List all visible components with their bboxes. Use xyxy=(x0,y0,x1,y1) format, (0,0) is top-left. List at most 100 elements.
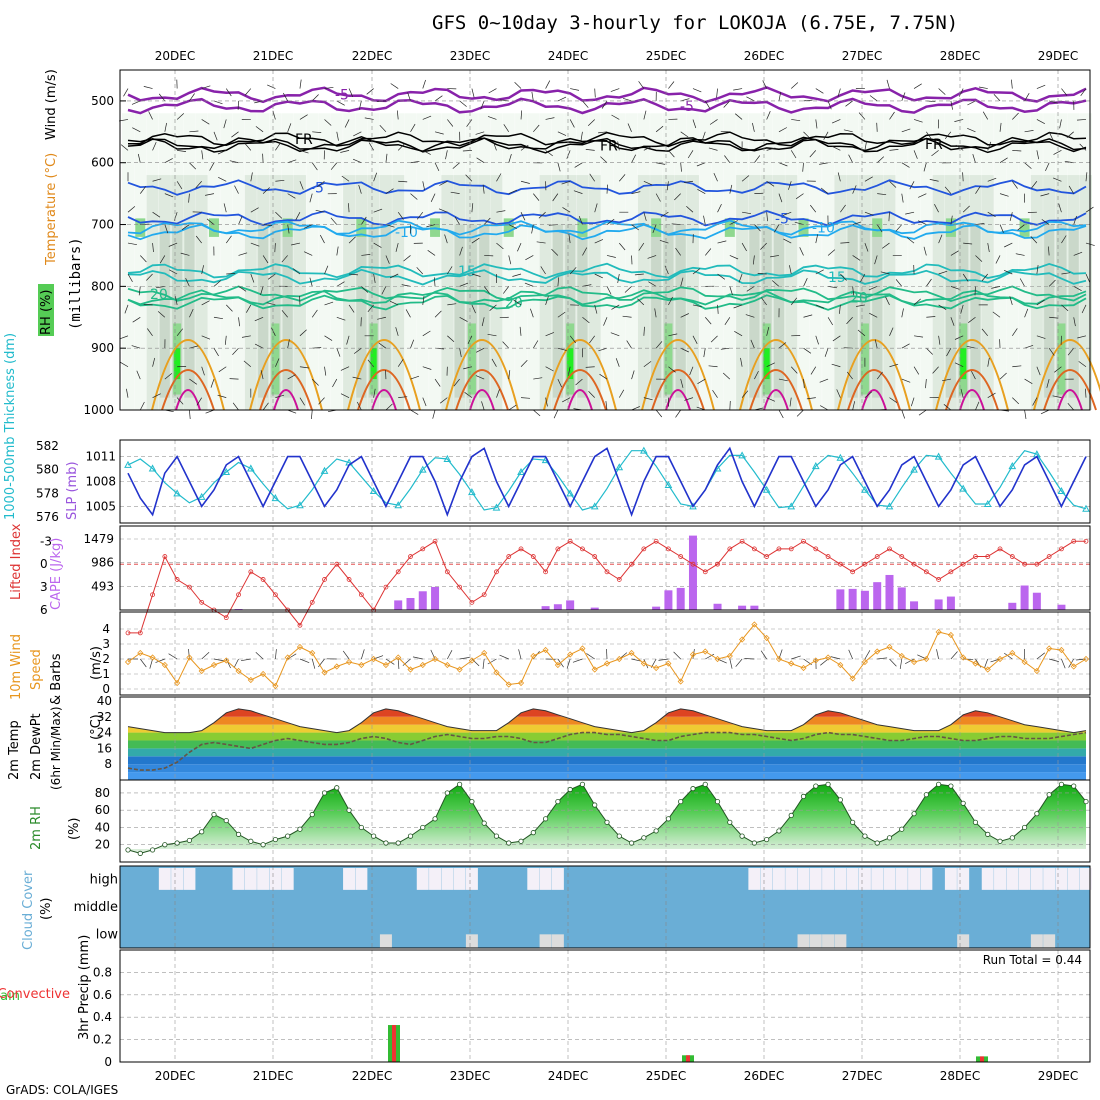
cloud-clear-cell xyxy=(748,868,761,890)
wind-barb xyxy=(819,162,829,165)
wind-barb xyxy=(395,243,399,252)
wind-barb xyxy=(459,246,463,256)
wind-barb xyxy=(790,82,799,89)
wind-barb xyxy=(336,246,339,256)
li-tick: 3 xyxy=(40,580,48,594)
wind-barb xyxy=(901,92,906,102)
thickness-point xyxy=(861,485,869,493)
wind-barb xyxy=(966,345,976,349)
top-date-label: 26DEC xyxy=(744,49,784,63)
rh-shade xyxy=(174,348,181,380)
lifted-index-point xyxy=(174,577,180,582)
wind-barb xyxy=(508,153,512,163)
wind-barb xyxy=(589,173,596,182)
rh-axis-label: RH (%) xyxy=(39,290,54,335)
wind-barb xyxy=(189,93,195,102)
wind-barb xyxy=(250,242,260,247)
wind-barb xyxy=(275,211,283,219)
wind-barb xyxy=(232,347,239,356)
wind-barb xyxy=(275,394,285,398)
wind-barb xyxy=(397,143,405,151)
precip-tick: 0.8 xyxy=(93,965,112,979)
wind-barb xyxy=(757,273,767,275)
rh-point xyxy=(653,828,659,834)
lifted-index-point xyxy=(874,554,880,559)
wind-barb xyxy=(390,83,399,89)
top-date-label: 27DEC xyxy=(842,49,882,63)
wind-barb xyxy=(1076,119,1087,121)
wind-barb xyxy=(533,409,541,417)
wind-barb xyxy=(931,150,939,157)
wind-barb xyxy=(746,96,755,102)
wind-barb xyxy=(205,193,215,196)
wind-barb xyxy=(913,150,918,159)
rh-shade xyxy=(601,113,613,410)
wind-barb xyxy=(729,184,733,194)
pressure-tick: 900 xyxy=(91,341,114,355)
lifted-index-point xyxy=(137,630,143,636)
lifted-index-point xyxy=(629,561,634,567)
wind-barb xyxy=(668,150,675,158)
rh-point xyxy=(714,798,721,805)
wind-barb xyxy=(422,79,426,89)
wind-barb xyxy=(846,371,853,380)
cloud-clear-cell xyxy=(343,868,356,890)
rh-point xyxy=(211,811,217,818)
rh-shade xyxy=(429,113,442,410)
lifted-index-point xyxy=(518,546,524,552)
rh-tick: 40 xyxy=(95,820,110,834)
wind-barb xyxy=(967,127,976,133)
surface-wind-barb xyxy=(1076,658,1087,661)
rh-shade xyxy=(711,113,724,410)
lifted-index-point xyxy=(702,569,708,575)
surface-wind-barb xyxy=(487,658,497,665)
wind-barb xyxy=(398,180,408,183)
top-date-label: 21DEC xyxy=(253,49,293,63)
wind-barb xyxy=(353,131,362,137)
wind-barb xyxy=(361,286,369,293)
wind-barb xyxy=(139,401,145,411)
rh-point xyxy=(690,786,696,792)
lifted-index-point xyxy=(567,538,573,544)
wind-barb xyxy=(954,362,964,368)
wind-tick: 2 xyxy=(102,652,110,666)
wind-barb xyxy=(287,374,296,380)
wind-barb xyxy=(557,96,567,102)
wind-barb xyxy=(741,175,750,182)
wind-speed-point xyxy=(751,621,758,628)
wind-barb xyxy=(263,224,273,226)
cape-bar xyxy=(676,587,685,610)
wind-barb xyxy=(223,119,227,129)
wind-barb xyxy=(447,335,455,343)
wind-speed-point xyxy=(812,657,819,664)
wind-barb xyxy=(396,110,399,120)
surface-wind-barb xyxy=(848,649,853,660)
wind-speed-point xyxy=(223,657,230,664)
wind-barb xyxy=(803,379,805,389)
wind-barb xyxy=(901,193,904,203)
wind-barb xyxy=(274,243,276,253)
wind-barb xyxy=(311,94,319,102)
isotherm-arch xyxy=(543,339,617,411)
lifted-index-point xyxy=(543,569,548,575)
wind-barb xyxy=(901,343,910,349)
panel-frame xyxy=(119,69,1091,411)
li-tick: 0 xyxy=(40,557,48,571)
rh-point xyxy=(960,800,966,806)
wind-barb xyxy=(201,265,204,275)
rh-shade xyxy=(552,224,563,398)
cape-bar xyxy=(713,603,722,610)
surface-wind-barb xyxy=(299,658,310,664)
wind-barb xyxy=(185,278,190,287)
rh-shade xyxy=(416,113,429,410)
rh-shade xyxy=(1068,224,1079,398)
rh-point xyxy=(199,829,205,835)
cape-bar xyxy=(934,599,943,610)
surface-wind-barb xyxy=(631,658,642,662)
wind-barb xyxy=(189,162,197,170)
wind-barb xyxy=(389,300,399,306)
rh-shade xyxy=(565,224,576,398)
wind-barb xyxy=(1024,162,1032,169)
wind-barb xyxy=(164,224,169,234)
lifted-index-point xyxy=(223,615,229,621)
